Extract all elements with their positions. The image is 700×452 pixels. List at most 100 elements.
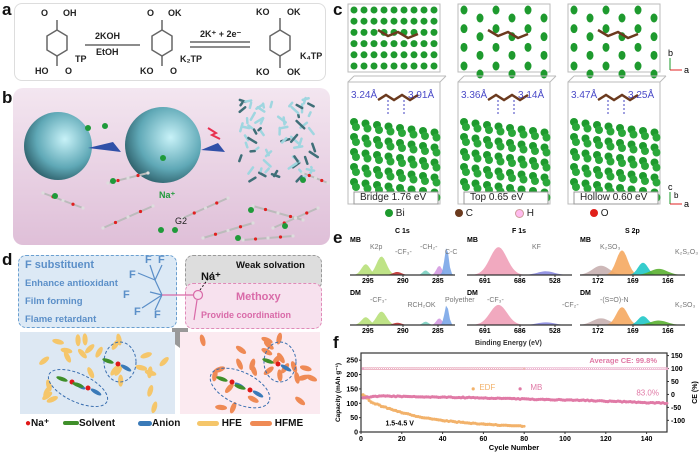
framework-strut [310,152,318,157]
bi-atom [571,43,578,52]
bi-atom [653,164,661,172]
data-point [466,368,468,370]
bi-atom [421,40,428,47]
data-point [425,368,427,370]
framework-strut [282,138,286,142]
bi-atom [461,43,468,52]
framework-strut [289,103,292,106]
bi-atom [584,170,592,178]
bi-atom [641,177,649,185]
peak-label: -CF₃- [487,297,504,305]
legend-hfe: HFE [222,418,242,429]
legend-c: C [466,208,473,219]
data-point [635,368,637,370]
bi-atom [603,62,610,71]
data-point [586,368,588,370]
atom [214,233,217,236]
data-point [366,368,368,370]
xps-panel-title: C 1s [395,228,410,236]
y-tick-label: 250 [346,358,358,365]
data-point [525,368,527,370]
atom [276,211,279,214]
na-ion [248,388,253,393]
framework-strut [303,98,309,100]
data-point [370,400,373,403]
reagent-label: 2KOH [95,31,120,41]
data-point [613,368,615,370]
bi-atom [433,149,441,157]
bi-atom [651,51,658,60]
framework-strut [271,102,272,107]
bi-atom [351,40,358,47]
y2-tick-label: -100 [671,418,685,425]
hfe-legend-marker [197,421,219,426]
data-point [380,405,383,408]
bi-atom [361,40,368,47]
bi-atom [371,51,378,58]
bi-atom [391,63,398,70]
y-tick-label: 50 [350,415,358,422]
atom [301,218,304,221]
panel-c-adsorption: bacab 3.24Å 3.91Å Bridge 1.76 eV 3.36Å 3.14Å… [340,0,700,225]
bi-atom [361,63,368,70]
data-point [546,368,548,370]
framework-strut [312,144,315,151]
bi-atom [474,155,482,163]
bi-atom [431,7,438,14]
framework-strut [264,160,271,166]
bi-atom [543,134,551,142]
bi-atom [531,177,539,185]
bi-atom [352,153,360,161]
data-point [639,368,641,370]
framework-strut [265,169,268,173]
bi-atom [462,153,470,161]
h-legend-marker [515,209,524,218]
na-ion [116,362,121,367]
atom [146,171,149,174]
data-point [595,368,597,370]
data-point [576,368,578,370]
bi-atom [375,141,383,149]
solvent-label: EtOH [96,47,119,57]
data-point [372,368,374,370]
atom-label: O [65,66,72,76]
framework-strut [246,143,247,147]
bi-atom [619,70,626,79]
bi-atom [387,173,395,181]
data-point [482,368,484,370]
data-point [572,368,574,370]
atom [226,229,229,232]
bi-atom [433,179,441,187]
bi-atom [410,131,418,139]
bi-atom [351,29,358,36]
data-point [491,368,493,370]
bi-atom [618,159,626,167]
bi-atom [541,32,548,41]
bi-atom [531,162,539,170]
x-tick-label: 0 [359,436,363,443]
bi-atom [391,51,398,58]
peak-label: -CF₃- [395,249,412,257]
bi-atom [461,24,468,33]
bi-atom [595,126,603,134]
bi-atom [572,153,580,161]
bi-atom [607,143,615,151]
bi-atom [630,146,638,154]
bi-atom [401,18,408,25]
data-point [435,368,437,370]
bi-atom [411,40,418,47]
peak-label: -CF₃- [370,297,387,305]
bi-atom [584,125,592,133]
data-point [564,368,566,370]
bi-atom [493,62,500,71]
y-tick-label: 150 [346,386,358,393]
atom [139,210,142,213]
panel-e-xps: C 1s 295 290 285 MB K2p -CF₃- -CH₂- C-C 295 290 285… [345,228,700,350]
bi-atom [364,170,372,178]
fitted-peak [467,305,572,325]
sample-label: MB [467,237,478,245]
bi-atom [520,131,528,139]
xps-spectrum-mb [580,250,685,277]
data-point [419,368,421,370]
data-point [362,393,365,396]
